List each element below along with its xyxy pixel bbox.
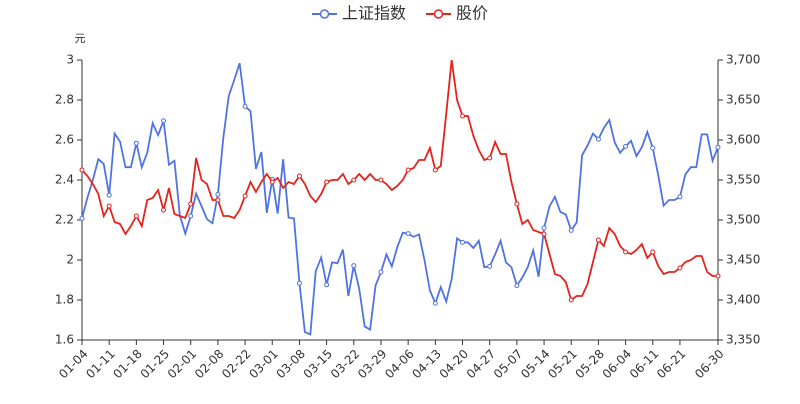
data-point <box>324 179 330 185</box>
x-tick-label: 01-25 <box>138 347 173 382</box>
y-tick-label: 1.6 <box>55 333 74 347</box>
x-tick-label: 02-22 <box>219 347 254 382</box>
data-point <box>715 273 721 279</box>
x-tick-label: 04-20 <box>437 347 472 382</box>
series-line <box>81 59 718 302</box>
x-tick-label: 06-30 <box>692 347 727 382</box>
data-point <box>405 167 411 173</box>
data-point <box>133 140 139 146</box>
data-point <box>514 283 520 289</box>
x-tick-label: 01-04 <box>56 347 91 382</box>
x-tick-label: 03-01 <box>246 347 281 382</box>
data-point <box>79 167 85 173</box>
data-point <box>79 215 85 221</box>
data-point <box>296 280 302 286</box>
data-point <box>650 249 656 255</box>
data-point <box>595 136 601 142</box>
x-tick-label: 01-11 <box>83 347 118 382</box>
data-point <box>715 144 721 150</box>
data-point <box>405 231 411 237</box>
y2-tick-label: 3,600 <box>726 133 760 147</box>
x-tick-label: 04-27 <box>464 347 499 382</box>
y-tick-label: 3 <box>66 53 74 67</box>
data-point <box>215 197 221 203</box>
y-tick-label: 2 <box>66 253 74 267</box>
x-tick-label: 04-13 <box>409 347 444 382</box>
y2-tick-label: 3,450 <box>726 253 760 267</box>
data-point <box>487 155 493 161</box>
data-point <box>460 239 466 245</box>
data-point <box>324 282 330 288</box>
data-point <box>677 265 683 271</box>
data-point <box>378 177 384 183</box>
x-tick-label: 05-28 <box>572 347 607 382</box>
data-point <box>487 263 493 269</box>
legend-marker <box>319 9 330 19</box>
data-point <box>188 201 194 207</box>
data-point <box>677 194 683 200</box>
data-point <box>106 203 112 209</box>
x-tick-label: 03-22 <box>328 347 363 382</box>
x-tick-label: 04-06 <box>382 347 417 382</box>
data-point <box>595 237 601 243</box>
data-point <box>378 269 384 275</box>
y-tick-label: 2.8 <box>55 93 74 107</box>
data-point <box>242 193 248 199</box>
x-tick-label: 06-21 <box>654 347 689 382</box>
data-point <box>568 297 574 303</box>
y-axis-label: 元 <box>75 32 86 45</box>
y2-tick-label: 3,700 <box>726 53 760 67</box>
x-tick-label: 03-08 <box>273 347 308 382</box>
data-point <box>269 179 275 185</box>
y2-tick-label: 3,400 <box>726 293 760 307</box>
x-tick-label: 02-08 <box>192 347 227 382</box>
data-point <box>161 207 167 213</box>
x-tick-label: 06-04 <box>600 347 635 382</box>
x-tick-label: 05-21 <box>545 347 580 382</box>
x-tick-label: 03-29 <box>355 347 390 382</box>
data-point <box>133 213 139 219</box>
legend-label: 上证指数 <box>342 4 406 23</box>
data-point <box>215 191 221 197</box>
data-point <box>568 227 574 233</box>
data-point <box>541 231 547 237</box>
x-tick-label: 05-14 <box>518 347 553 382</box>
x-tick-label: 01-18 <box>110 347 145 382</box>
legend-marker <box>433 9 444 19</box>
y-tick-label: 2.4 <box>55 173 74 187</box>
data-point <box>106 192 112 198</box>
data-point <box>650 145 656 151</box>
x-tick-label: 06-11 <box>627 347 662 382</box>
data-point <box>460 113 466 119</box>
y2-tick-label: 3,650 <box>726 93 760 107</box>
data-point <box>161 118 167 124</box>
y2-tick-label: 3,350 <box>726 333 760 347</box>
y-tick-label: 2.2 <box>55 213 74 227</box>
y2-tick-label: 3,550 <box>726 173 760 187</box>
data-point <box>514 201 520 207</box>
data-point <box>351 263 357 269</box>
x-tick-label: 03-15 <box>301 347 336 382</box>
data-point <box>432 300 438 306</box>
y-tick-label: 1.8 <box>55 293 74 307</box>
y2-tick-label: 3,500 <box>726 213 760 227</box>
data-point <box>432 167 438 173</box>
data-point <box>623 143 629 149</box>
data-point <box>242 103 248 109</box>
data-point <box>351 177 357 183</box>
legend-label: 股价 <box>456 4 488 23</box>
data-point <box>188 213 194 219</box>
data-point <box>623 249 629 255</box>
data-point <box>541 225 547 231</box>
x-tick-label: 02-01 <box>165 347 200 382</box>
y-tick-label: 2.6 <box>55 133 74 147</box>
data-point <box>296 173 302 179</box>
series-line <box>81 62 719 336</box>
x-tick-label: 05-07 <box>491 347 526 382</box>
